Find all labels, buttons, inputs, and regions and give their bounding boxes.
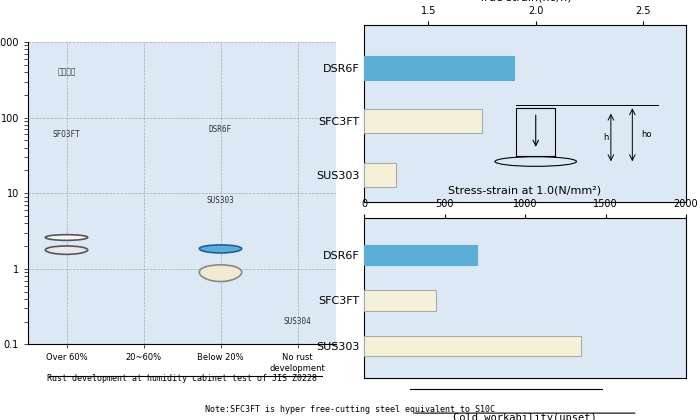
Ellipse shape [46,246,88,255]
Text: DSR6F: DSR6F [209,125,232,134]
Bar [517,108,555,156]
Ellipse shape [199,265,241,281]
Ellipse shape [199,245,241,253]
X-axis label: Stress-strain at 1.0(N/mm²): Stress-strain at 1.0(N/mm²) [449,186,601,196]
Text: h: h [603,133,609,142]
Text: 快削黄銅: 快削黄銅 [57,68,76,76]
X-axis label: True strain(ho/h): True strain(ho/h) [479,0,571,3]
Bar [364,109,482,134]
Text: SFO3FT: SFO3FT [52,130,80,139]
Ellipse shape [46,235,88,240]
Text: SUS303: SUS303 [206,196,235,205]
Text: Rust development at humidity cabinet test of JIS Z0228: Rust development at humidity cabinet tes… [47,374,317,383]
Text: ho: ho [641,130,652,139]
Text: Cold workability(upset): Cold workability(upset) [453,413,597,420]
Text: Note:SFC3FT is hyper free-cutting steel equivalent to S10C: Note:SFC3FT is hyper free-cutting steel … [205,405,495,414]
Bar [364,56,514,80]
Bar [364,163,396,187]
Bar [364,336,581,356]
Bar [364,290,437,311]
Bar [364,244,477,265]
Text: SUS304: SUS304 [284,317,312,326]
